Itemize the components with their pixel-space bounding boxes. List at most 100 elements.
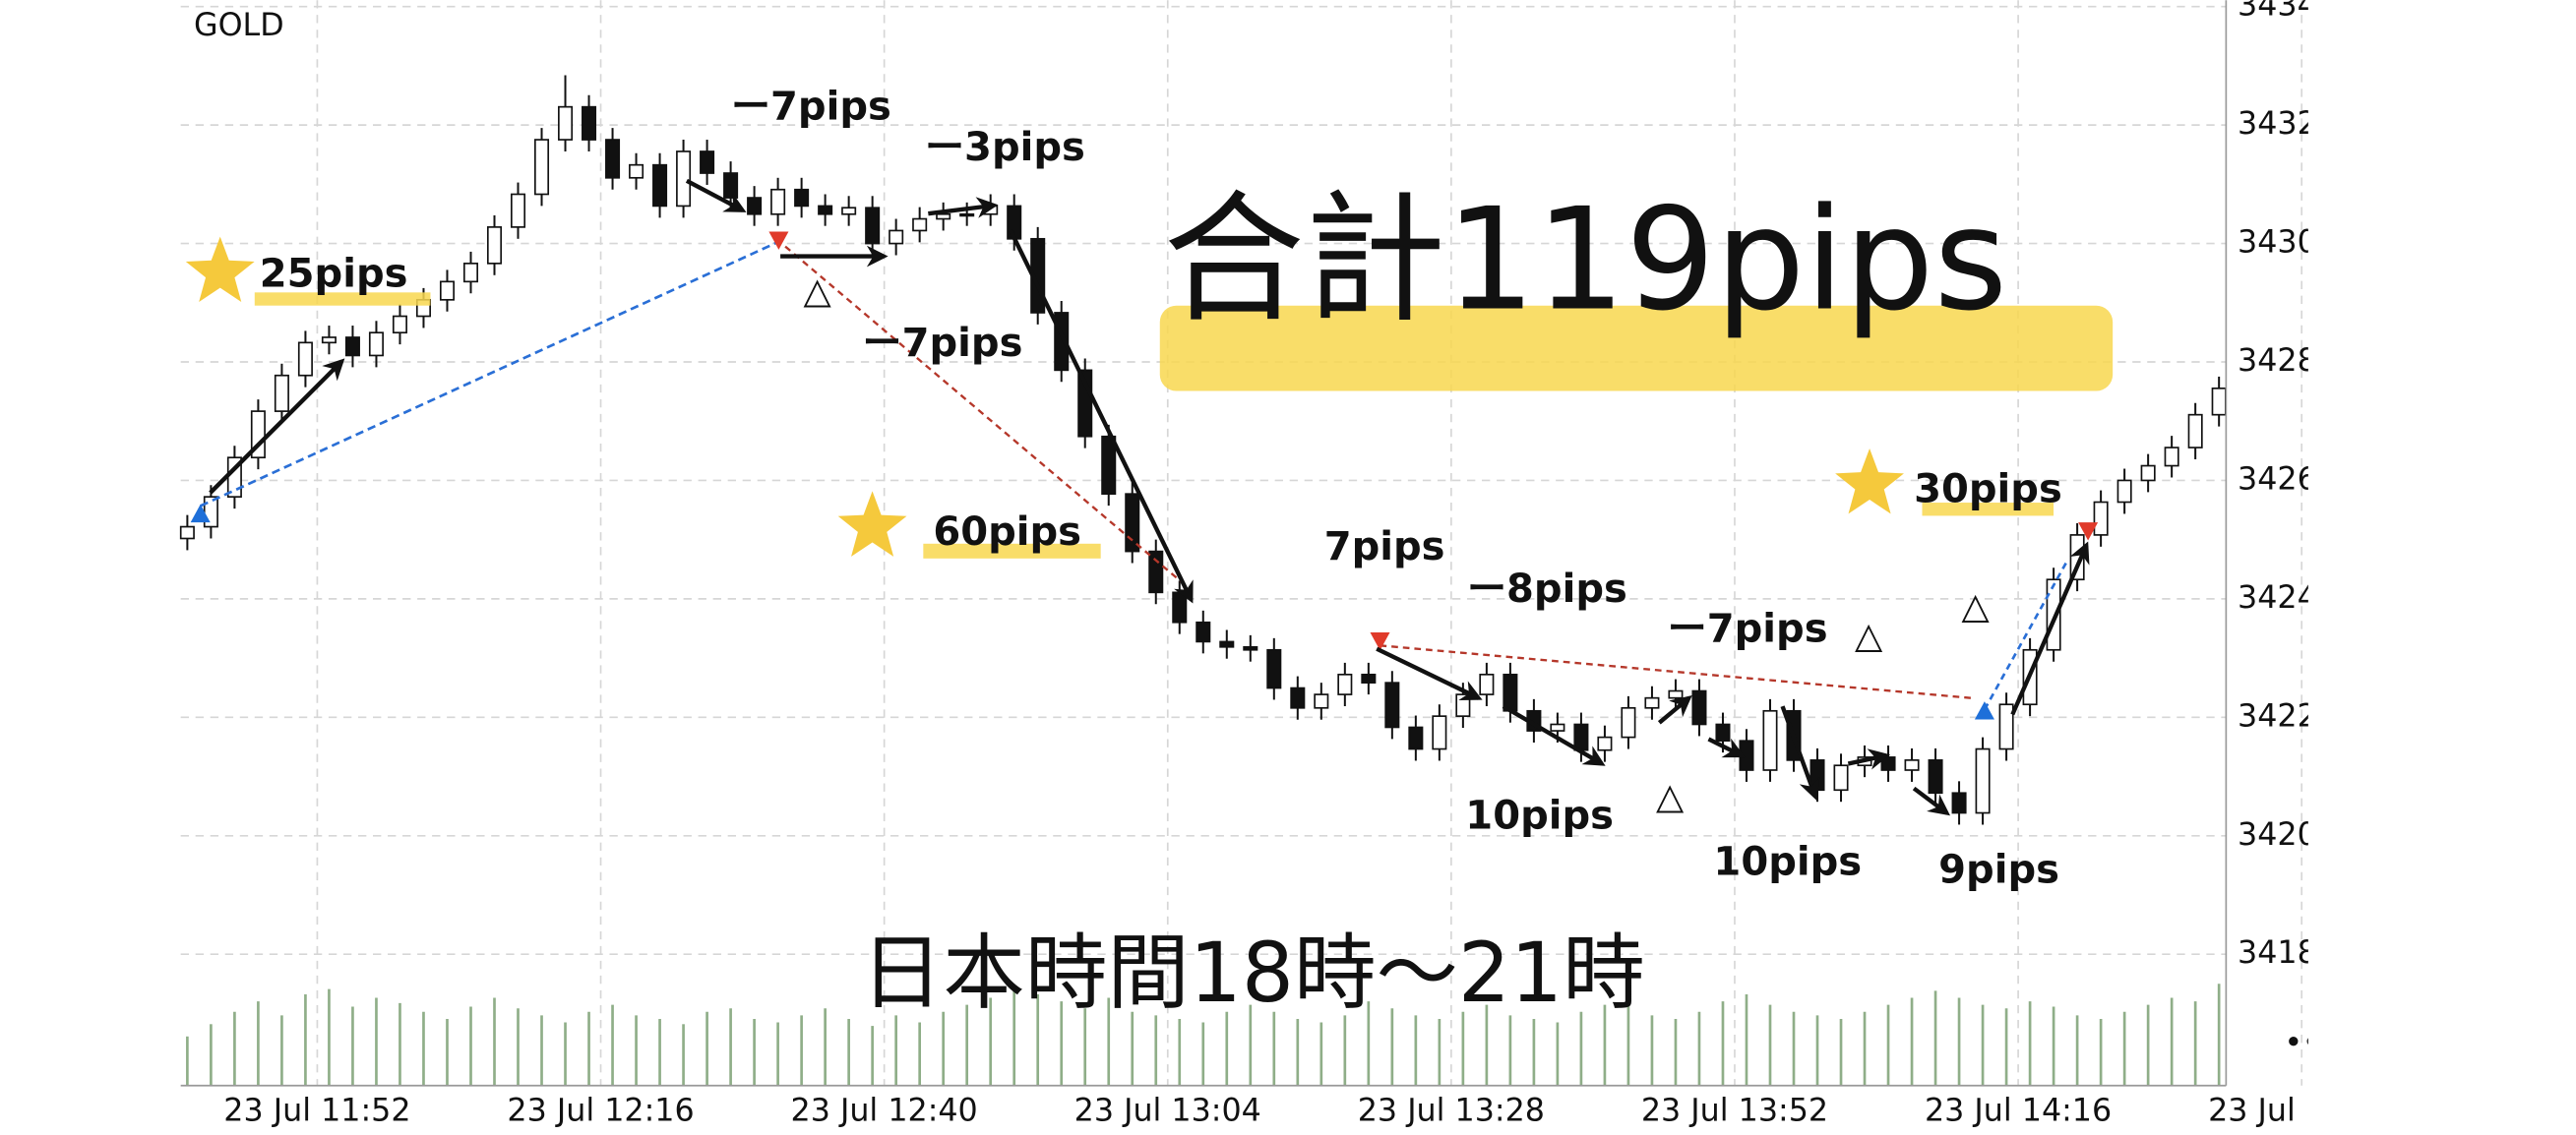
candle-body xyxy=(1361,673,1377,684)
annotation: 25pips xyxy=(260,252,408,297)
candle-body xyxy=(629,163,644,179)
annotation: △ xyxy=(1962,584,1991,627)
trade-arrow xyxy=(1502,704,1606,766)
trade-arrow xyxy=(1847,748,1890,770)
trade-arrow xyxy=(1707,737,1746,758)
entry-marker xyxy=(1370,631,1390,651)
trade-arrow xyxy=(1008,228,1194,604)
annotation: 9pips xyxy=(1938,848,2059,893)
y-tick-label: 3428.71 xyxy=(2238,343,2366,379)
candle-body xyxy=(605,139,621,179)
candle-body xyxy=(462,263,479,283)
menu-icon[interactable] xyxy=(2289,1037,2334,1046)
candle-body xyxy=(1739,740,1754,771)
entry-marker xyxy=(768,231,789,250)
candle-body xyxy=(392,315,407,334)
candle-body xyxy=(1975,747,1991,814)
x-tick-label: 23 Jul 13:28 xyxy=(1358,1093,1545,1128)
candle-body xyxy=(1880,756,1896,771)
candle-body xyxy=(1172,591,1188,624)
annotation: △ xyxy=(1656,775,1685,817)
y-tick-label: 3422.65 xyxy=(2238,698,2366,734)
y-tick-label: 3420.63 xyxy=(2238,817,2366,853)
volume xyxy=(186,984,2221,1086)
candle-body xyxy=(865,207,881,245)
annotation: △ xyxy=(1855,614,1883,656)
x-tick-label: 23 Jul 12:16 xyxy=(507,1093,694,1128)
menu-dot xyxy=(2306,1038,2308,1045)
annotation: 60pips xyxy=(933,509,1081,555)
candle-body xyxy=(368,331,384,357)
star xyxy=(837,491,907,557)
annotation: △ xyxy=(803,269,831,312)
trade-arrow xyxy=(1376,646,1483,700)
trade-line xyxy=(1983,561,2068,711)
candle-body xyxy=(510,193,526,228)
annotations: ー7pips ー3pips ー7pips 7pips ー8pips ー7pips 10pip… xyxy=(185,84,2062,893)
annotation: ー3pips xyxy=(925,125,1085,170)
y-tick-label: 3432.75 xyxy=(2238,106,2366,142)
candle-body xyxy=(321,336,337,344)
highlight xyxy=(923,543,1101,559)
highlight xyxy=(254,292,431,306)
trade-arrow xyxy=(2010,541,2090,716)
candle-body xyxy=(1314,693,1329,709)
candle-body xyxy=(1479,673,1495,695)
candle-body xyxy=(936,212,951,220)
total-label: 合計119pips xyxy=(1163,178,2007,342)
candle-body xyxy=(1243,645,1258,651)
trade-arrow xyxy=(685,178,747,212)
candle-body xyxy=(2093,501,2109,536)
trade-arrow xyxy=(928,197,999,218)
highlight xyxy=(1922,503,2055,516)
trade-lines xyxy=(190,231,2099,720)
x-tick-label: 23 Jul 14:16 xyxy=(1925,1093,2112,1128)
candle-body xyxy=(1455,693,1471,717)
trade-line xyxy=(200,242,776,508)
candle-body xyxy=(1715,723,1731,743)
candle-body xyxy=(912,217,928,232)
candle-body xyxy=(841,207,857,215)
candle-body xyxy=(1266,648,1282,689)
candle-body xyxy=(1691,689,1707,726)
trade-arrow xyxy=(1912,786,1950,816)
candle-body xyxy=(1148,550,1164,594)
candle-body xyxy=(274,374,289,412)
session-label: 日本時間18時～21時 xyxy=(861,926,1645,1021)
candle-body xyxy=(1432,715,1447,750)
entry-marker xyxy=(1974,701,1994,720)
candle-body xyxy=(1597,736,1613,751)
entry-marker xyxy=(2078,522,2099,541)
trade-arrows xyxy=(209,178,2090,816)
x-tick-label: 23 Jul 13:52 xyxy=(1641,1093,1828,1128)
candle-body xyxy=(439,280,455,301)
candles xyxy=(179,75,2227,825)
candle-body xyxy=(1668,689,1684,699)
y-tick-label: 3424.67 xyxy=(2238,580,2366,616)
candle-body xyxy=(534,139,550,196)
candle-body xyxy=(2140,464,2156,482)
annotation: 7pips xyxy=(1324,524,1445,569)
highlight xyxy=(1159,305,2114,391)
trade-arrow xyxy=(209,358,345,495)
x-tick-label: 23 Jul 12:40 xyxy=(791,1093,978,1128)
candle-body xyxy=(1621,706,1636,739)
trade-line xyxy=(784,245,1184,584)
candle-body xyxy=(1573,723,1589,751)
candle-body xyxy=(1951,792,1967,814)
trade-arrow xyxy=(1657,694,1692,725)
candle-body xyxy=(2211,388,2227,416)
candle-body xyxy=(1384,682,1400,729)
candle-body xyxy=(747,197,763,215)
candle-body xyxy=(2187,413,2203,448)
annotation: ー7pips xyxy=(1668,606,1828,651)
annotation: ー7pips xyxy=(863,321,1023,366)
candle-body xyxy=(1550,723,1565,732)
candle-body xyxy=(2116,479,2132,504)
candle-body xyxy=(1408,726,1424,750)
candle-body xyxy=(959,212,975,217)
candle-body xyxy=(1101,435,1117,496)
candle-body xyxy=(1125,493,1140,553)
